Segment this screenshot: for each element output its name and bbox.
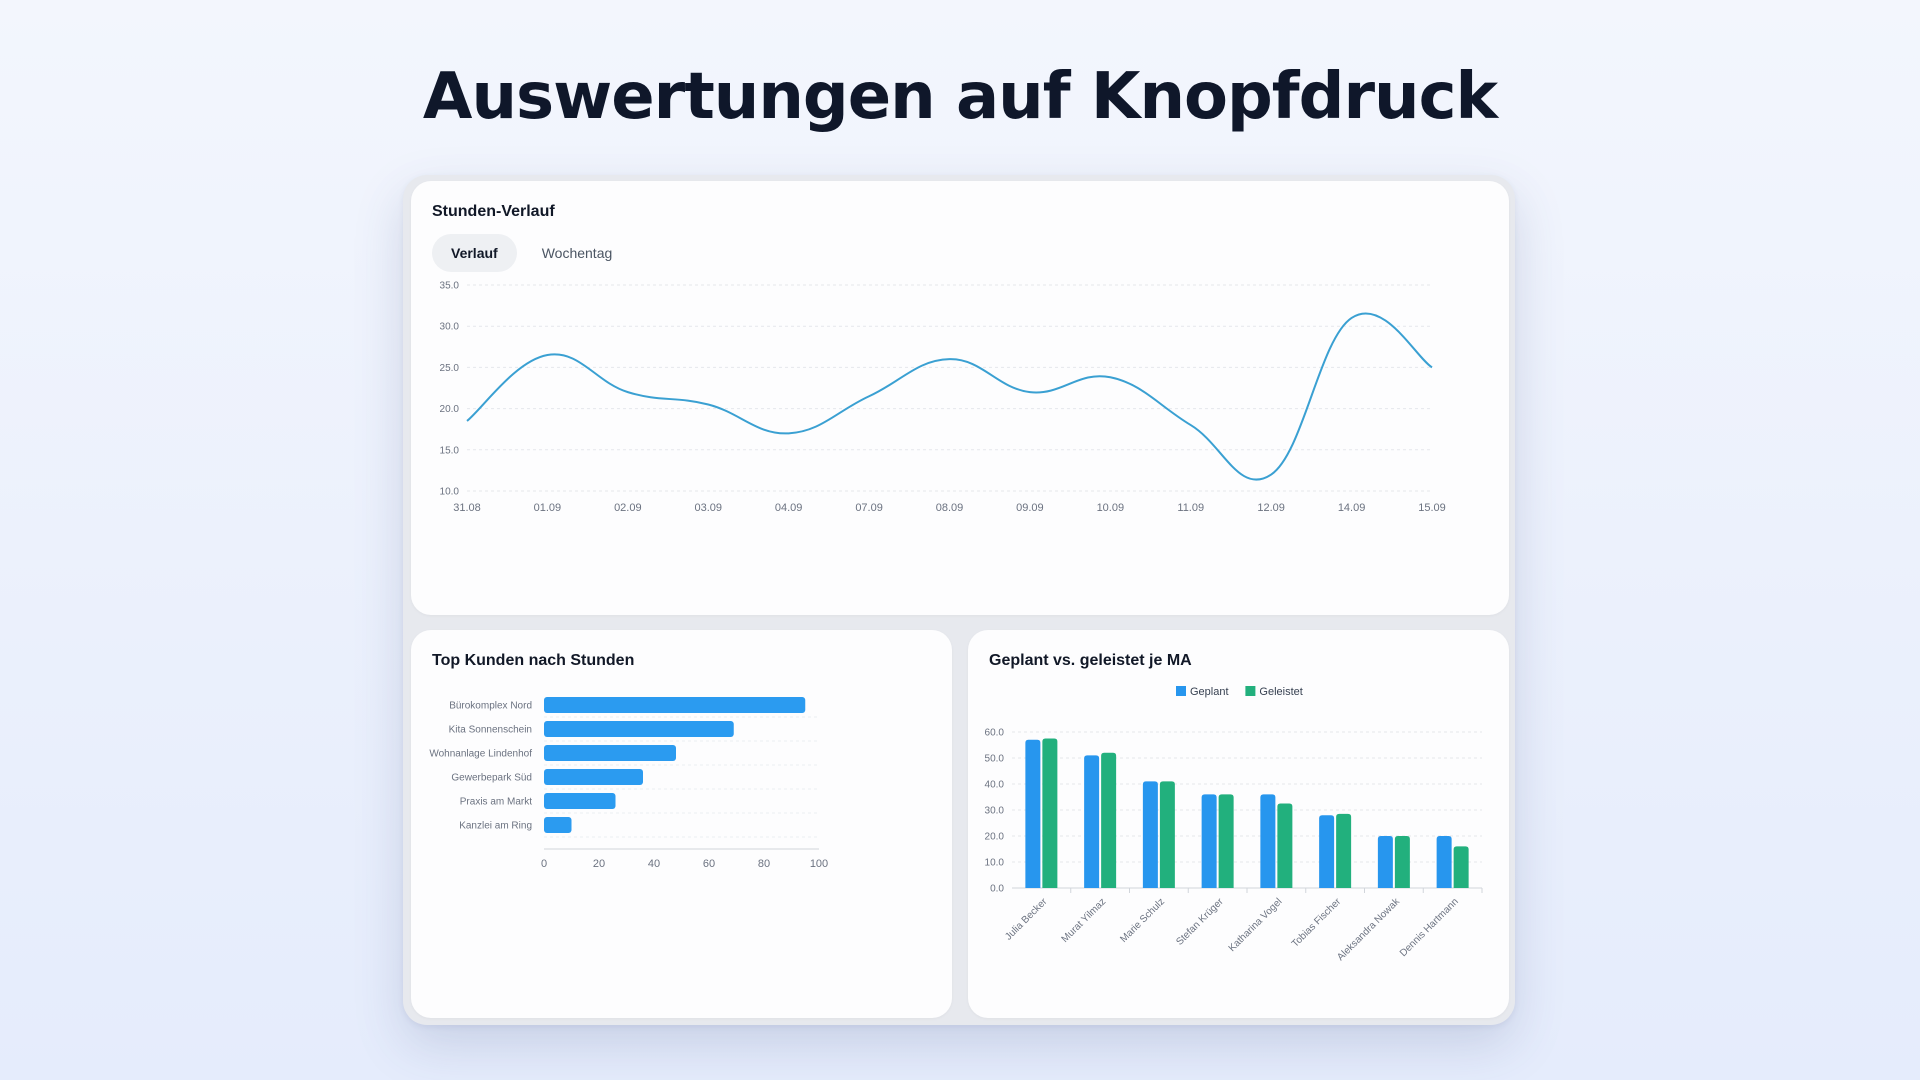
top-customers-card: Top Kunden nach Stunden Bürokomplex Nord… (411, 630, 952, 1018)
y-tick-label: 30.0 (440, 322, 460, 333)
legend-swatch (1245, 686, 1256, 696)
customer-bar (544, 745, 676, 761)
x-tick-label: 10.09 (1097, 502, 1125, 514)
customer-label: Bürokomplex Nord (449, 701, 532, 712)
customer-bar (544, 697, 806, 713)
tab-verlauf[interactable]: Verlauf (432, 234, 517, 272)
done-bar (1159, 781, 1175, 888)
x-tick-label: 40 (648, 858, 660, 870)
done-bar (1218, 794, 1234, 888)
y-tick-label: 20.0 (985, 832, 1005, 843)
planned-bar (1319, 815, 1335, 888)
employee-label: Dennis Hartmann (1398, 896, 1461, 959)
customer-label: Wohnanlage Lindenhof (429, 749, 532, 760)
planned-vs-done-chart: Geplant Geleistet 0.0 10.0 20.0 30.0 40.0 50.0 6… (985, 686, 1483, 963)
x-tick-label: 31.08 (453, 502, 481, 514)
card-title: Stunden-Verlauf (432, 203, 555, 220)
card-title: Top Kunden nach Stunden (432, 652, 635, 669)
x-tick-label: 11.09 (1177, 502, 1204, 514)
customers-bar-chart: Bürokomplex Nord Kita Sonnenschein Wohnanl… (429, 697, 828, 870)
employee-label: Katharina Vogel (1227, 896, 1285, 954)
employee-label: Stefan Krüger (1174, 896, 1226, 948)
legend-swatch (1176, 686, 1186, 696)
x-tick-label: 09.09 (1016, 502, 1044, 514)
y-tick-label: 35.0 (440, 281, 460, 292)
card-title: Geplant vs. geleistet je MA (989, 652, 1192, 669)
x-tick-label: 60 (703, 858, 715, 870)
x-tick-label: 03.09 (694, 502, 722, 514)
hours-trend-card: Stunden-Verlauf Verlauf Wochentag 10.0 15… (411, 181, 1509, 615)
planned-bar (1377, 836, 1393, 888)
y-tick-label: 10.0 (985, 858, 1005, 869)
y-tick-label: 30.0 (985, 806, 1005, 817)
hours-series-line (466, 312, 1433, 481)
y-tick-label: 20.0 (440, 404, 460, 415)
y-tick-label: 25.0 (440, 363, 460, 374)
done-bar (1277, 803, 1293, 888)
customer-bar (544, 769, 643, 785)
planned-bar (1201, 794, 1217, 888)
x-tick-label: 20 (593, 858, 605, 870)
done-bar (1101, 752, 1117, 888)
planned-bar (1260, 794, 1276, 888)
page-headline: Auswertungen auf Knopfdruck (422, 60, 1498, 134)
x-tick-label: 08.09 (936, 502, 964, 514)
customer-bar (544, 793, 616, 809)
y-tick-label: 0.0 (990, 884, 1004, 895)
employee-label: Murat Yilmaz (1060, 896, 1109, 945)
done-bar (1394, 836, 1410, 888)
employee-label: Aleksandra Nowak (1335, 896, 1402, 963)
done-bar (1453, 846, 1469, 888)
planned-bar (1142, 781, 1158, 888)
planned-vs-done-card: Geplant vs. geleistet je MA Geplant Gelei… (968, 630, 1509, 1018)
done-bar (1336, 813, 1352, 888)
x-tick-label: 80 (758, 858, 770, 870)
done-bar (1042, 738, 1058, 888)
employee-label: Julia Becker (1003, 896, 1050, 943)
y-tick-label: 50.0 (985, 754, 1005, 765)
planned-bar (1084, 755, 1100, 888)
customer-label: Gewerbepark Süd (451, 773, 532, 784)
hours-line-chart: 10.0 15.0 20.0 25.0 30.0 35.0 31.08 01.09 02.09 0… (440, 281, 1446, 515)
x-tick-label: 02.09 (614, 502, 642, 514)
x-tick-label: 07.09 (855, 502, 883, 514)
dashboard-frame: Stunden-Verlauf Verlauf Wochentag 10.0 15… (403, 175, 1515, 1025)
y-tick-label: 40.0 (985, 780, 1005, 791)
customer-bar (544, 721, 734, 737)
legend-label: Geplant (1190, 686, 1229, 698)
y-tick-label: 15.0 (440, 445, 460, 456)
x-tick-label: 100 (810, 858, 828, 870)
customer-label: Kanzlei am Ring (459, 821, 532, 832)
customer-label: Praxis am Markt (460, 797, 532, 808)
x-tick-label: 0 (541, 858, 547, 870)
employee-label: Tobias Fischer (1290, 896, 1344, 950)
view-tabs: Verlauf Wochentag (432, 234, 631, 272)
y-tick-label: 60.0 (985, 728, 1005, 739)
x-tick-label: 14.09 (1338, 502, 1366, 514)
x-tick-label: 04.09 (775, 502, 803, 514)
customer-label: Kita Sonnenschein (449, 725, 532, 736)
tab-wochentag[interactable]: Wochentag (541, 245, 613, 261)
customer-bar (544, 817, 572, 833)
planned-bar (1025, 739, 1041, 888)
x-tick-label: 01.09 (534, 502, 562, 514)
employee-label: Marie Schulz (1118, 896, 1167, 945)
x-tick-label: 15.09 (1418, 502, 1446, 514)
x-tick-label: 12.09 (1257, 502, 1285, 514)
planned-bar (1436, 836, 1452, 888)
legend-label: Geleistet (1259, 686, 1302, 698)
y-tick-label: 10.0 (440, 487, 460, 498)
